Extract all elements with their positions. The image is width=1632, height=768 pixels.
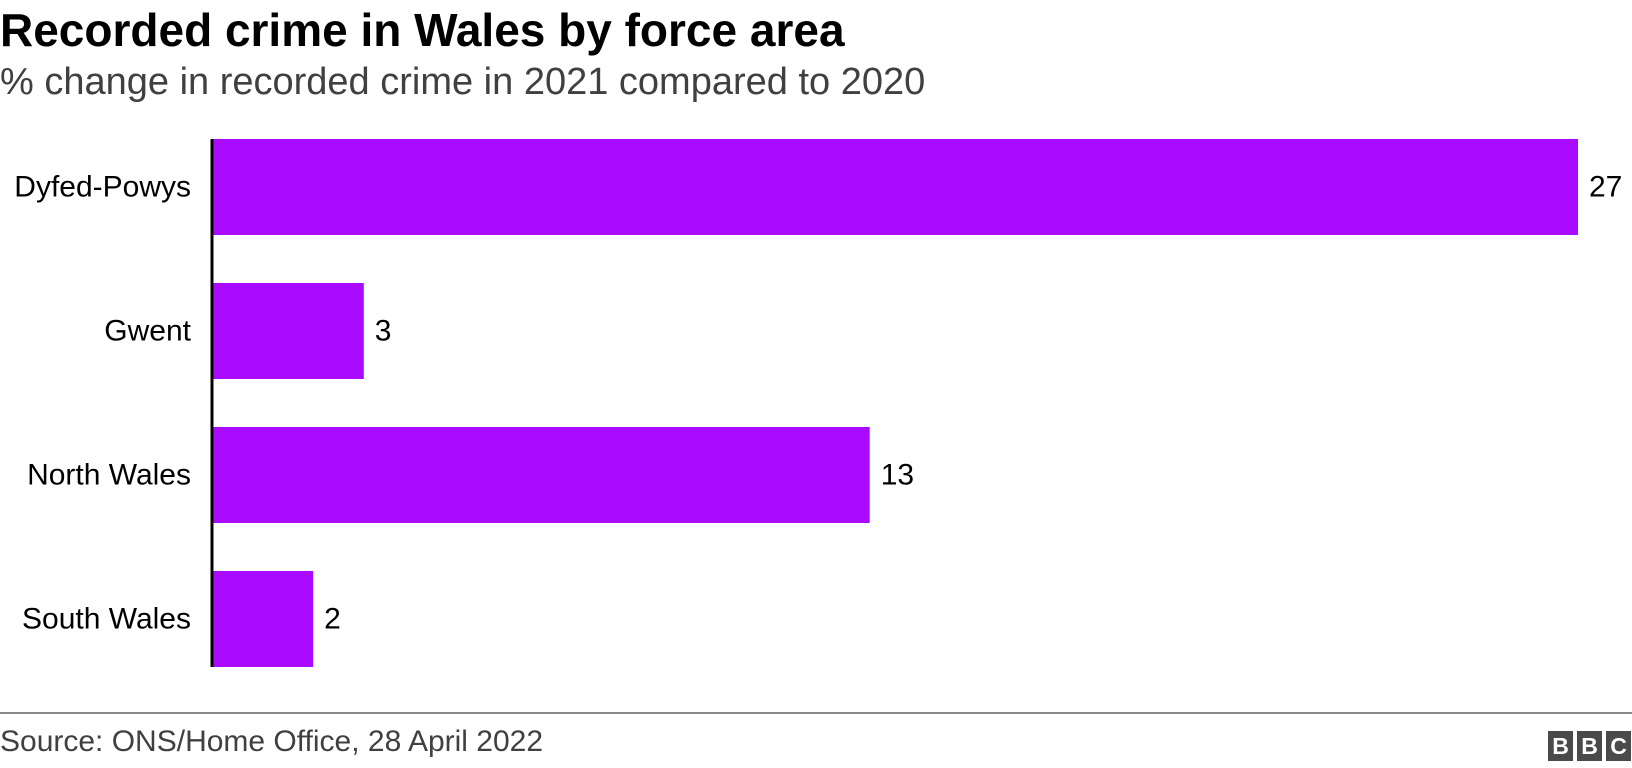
- bar-gwent: [212, 283, 364, 379]
- value-label-south-wales: 2: [324, 603, 341, 636]
- bar-dyfed-powys: [212, 139, 1578, 235]
- logo-letter-b1: B: [1548, 731, 1573, 761]
- category-label-south-wales: South Wales: [22, 603, 191, 636]
- category-label-north-wales: North Wales: [27, 459, 191, 492]
- value-label-dyfed-powys: 27: [1589, 171, 1622, 204]
- category-label-dyfed-powys: Dyfed-Powys: [14, 171, 191, 204]
- logo-letter-b2: B: [1577, 731, 1602, 761]
- value-label-north-wales: 13: [881, 459, 914, 492]
- bbc-logo: B B C: [1548, 731, 1631, 761]
- bars-group: Dyfed-Powys 27 Gwent 3 North Wales 13 South Wa…: [14, 139, 1622, 667]
- logo-letter-c: C: [1606, 731, 1631, 761]
- chart-title: Recorded crime in Wales by force area: [0, 4, 845, 56]
- source-text: Source: ONS/Home Office, 28 April 2022: [0, 725, 544, 758]
- value-label-gwent: 3: [375, 315, 392, 348]
- bar-south-wales: [212, 571, 314, 667]
- bar-chart: Dyfed-Powys 27 Gwent 3 North Wales 13 South Wa…: [14, 139, 1622, 667]
- chart-subtitle: % change in recorded crime in 2021 compa…: [0, 61, 926, 103]
- footer-divider: [0, 712, 1632, 714]
- category-label-gwent: Gwent: [104, 315, 191, 348]
- bar-north-wales: [212, 427, 870, 523]
